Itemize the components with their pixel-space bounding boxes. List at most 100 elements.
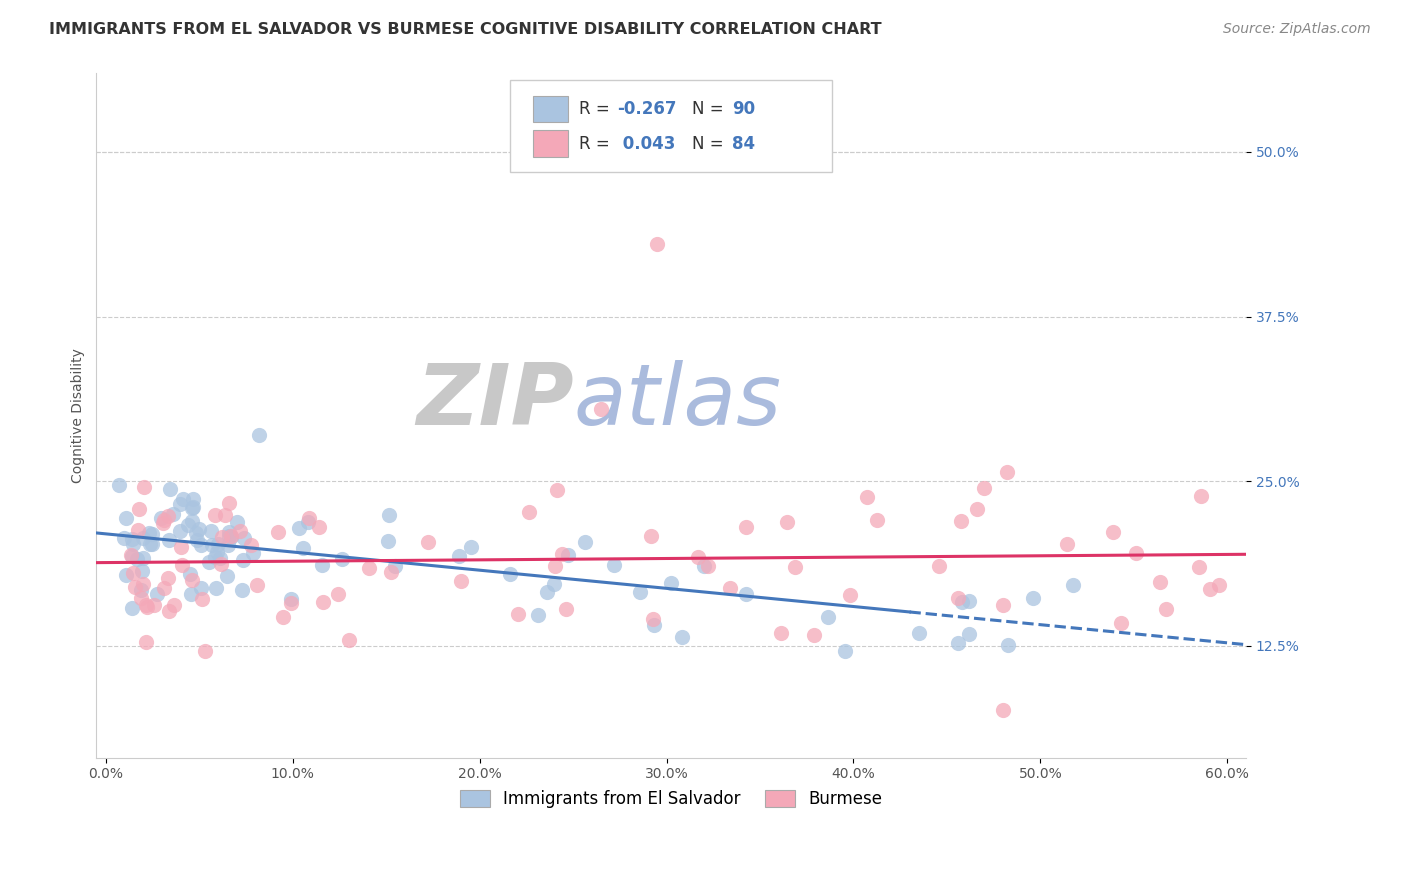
Point (129, 582, 152, 597)
Point (359, 561, 381, 575)
Point (1149, 575, 1171, 590)
Point (181, 500, 204, 515)
Point (128, 501, 150, 516)
Point (643, 618, 665, 632)
Text: 84: 84 (733, 135, 755, 153)
Text: 0.043: 0.043 (617, 135, 675, 153)
Point (908, 625, 931, 640)
Point (209, 557, 232, 571)
Point (139, 537, 162, 551)
Point (328, 587, 350, 601)
Point (688, 549, 710, 564)
Point (603, 558, 626, 572)
Point (200, 524, 222, 538)
Point (267, 524, 290, 539)
Point (946, 591, 969, 605)
Point (384, 559, 406, 574)
Point (233, 531, 256, 545)
Point (231, 582, 253, 597)
Point (121, 533, 143, 547)
Point (551, 547, 574, 561)
Point (198, 555, 221, 569)
Point (219, 530, 242, 544)
Text: IMMIGRANTS FROM EL SALVADOR VS BURMESE COGNITIVE DISABILITY CORRELATION CHART: IMMIGRANTS FROM EL SALVADOR VS BURMESE C… (49, 22, 882, 37)
Point (132, 576, 155, 591)
Point (177, 517, 200, 532)
Point (218, 496, 240, 510)
Point (817, 610, 839, 624)
Point (280, 591, 302, 606)
Point (337, 632, 360, 647)
Point (201, 538, 224, 552)
Point (229, 524, 252, 539)
Point (1199, 582, 1222, 596)
Point (169, 497, 191, 511)
Point (204, 549, 226, 564)
Point (132, 531, 155, 545)
Point (298, 510, 321, 524)
Point (659, 575, 682, 590)
Point (214, 508, 236, 522)
Point (785, 559, 807, 574)
Point (1189, 489, 1212, 503)
Point (247, 428, 270, 442)
Point (153, 581, 176, 595)
Point (928, 558, 950, 573)
Point (122, 566, 145, 580)
Point (1154, 601, 1177, 615)
Point (499, 566, 522, 581)
Point (242, 546, 264, 560)
Point (957, 626, 980, 640)
Point (246, 578, 269, 592)
Point (380, 566, 402, 580)
Point (162, 507, 184, 521)
Point (207, 537, 229, 551)
Point (181, 514, 204, 528)
Point (179, 567, 201, 582)
Point (993, 598, 1015, 612)
Point (718, 581, 741, 595)
Point (187, 522, 209, 536)
Point (132, 551, 155, 566)
Point (574, 535, 596, 549)
Point (377, 508, 399, 522)
Point (122, 537, 145, 551)
Point (1056, 537, 1078, 551)
Point (217, 538, 239, 552)
Point (157, 571, 180, 585)
Point (172, 558, 194, 573)
FancyBboxPatch shape (510, 79, 832, 172)
Legend: Immigrants from El Salvador, Burmese: Immigrants from El Salvador, Burmese (453, 783, 890, 814)
Point (135, 600, 157, 615)
Point (186, 533, 208, 547)
Point (181, 500, 204, 515)
Point (115, 511, 138, 525)
Point (163, 599, 186, 613)
Point (141, 537, 163, 551)
Point (120, 548, 142, 562)
Point (190, 581, 212, 595)
Text: R =: R = (579, 100, 616, 119)
FancyBboxPatch shape (533, 96, 568, 122)
Point (641, 612, 664, 626)
Point (219, 529, 242, 543)
Point (1188, 559, 1211, 574)
Point (143, 598, 166, 612)
Point (543, 576, 565, 591)
Point (966, 502, 988, 516)
Point (957, 593, 980, 607)
Point (207, 545, 229, 559)
Point (517, 505, 540, 519)
Point (131, 591, 153, 605)
Point (991, 703, 1014, 717)
Point (170, 541, 193, 555)
Point (291, 541, 314, 555)
Point (770, 625, 793, 640)
Point (506, 607, 529, 622)
Point (157, 604, 180, 618)
Point (418, 535, 440, 549)
Point (1208, 577, 1230, 591)
Point (127, 524, 149, 538)
Point (191, 592, 214, 607)
Point (973, 481, 995, 495)
